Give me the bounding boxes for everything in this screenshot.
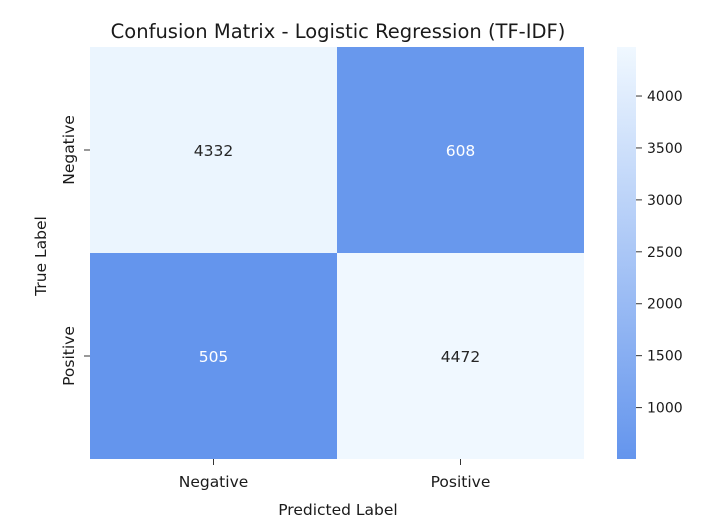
cell-value-label: 4332 — [194, 142, 233, 160]
colorbar-ticks: 1000 1500 2000 2500 3000 3500 4000 — [636, 89, 683, 417]
colorbar-tick-label: 1500 — [647, 349, 683, 365]
heatmap-cell-positive-positive — [337, 253, 584, 459]
y-tick-label: Positive — [60, 326, 78, 386]
y-tick-label: Negative — [60, 115, 78, 185]
x-axis: Negative Positive — [179, 459, 491, 491]
x-tick-label: Positive — [431, 473, 491, 491]
cell-value-label: 608 — [446, 142, 476, 160]
cell-value-label: 4472 — [441, 348, 480, 366]
y-axis-label: True Label — [32, 216, 50, 297]
x-tick-label: Negative — [179, 473, 249, 491]
colorbar-tick-label: 4000 — [647, 89, 683, 105]
heatmap-cell-positive-negative — [90, 253, 337, 459]
colorbar-tick-label: 3500 — [647, 141, 683, 157]
colorbar-tick-label: 2500 — [647, 245, 683, 261]
y-axis: Negative Positive — [60, 115, 90, 386]
heatmap-cell-negative-negative — [90, 47, 337, 253]
colorbar — [617, 47, 636, 459]
colorbar-tick-label: 1000 — [647, 401, 683, 417]
x-axis-label: Predicted Label — [278, 501, 398, 519]
cell-value-label: 505 — [199, 348, 229, 366]
heatmap-cell-labels: 4332 608 505 4472 — [194, 142, 480, 366]
colorbar-tick-label: 2000 — [647, 297, 683, 313]
heatmap-cells — [90, 47, 584, 459]
heatmap-cell-negative-positive — [337, 47, 584, 253]
colorbar-tick-label: 3000 — [647, 193, 683, 209]
chart-title: Confusion Matrix - Logistic Regression (… — [111, 20, 566, 43]
